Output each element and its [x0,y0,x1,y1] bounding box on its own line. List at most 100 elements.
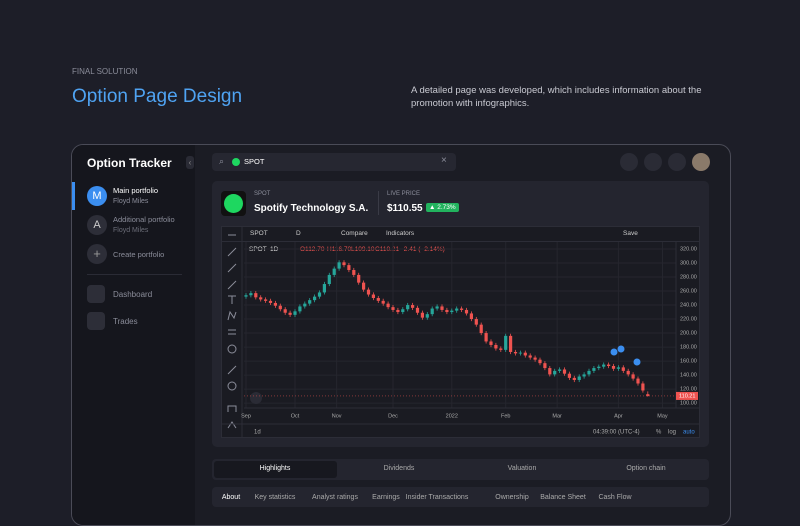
candle-body [464,309,469,314]
tool-icon[interactable] [228,329,236,335]
candle-body [401,309,405,313]
subtab[interactable]: Analyst ratings [312,494,358,501]
user-avatar[interactable] [692,153,710,171]
candle-body [641,383,645,391]
candle-body [626,370,630,375]
subtab[interactable]: Insider Transactions [405,494,469,501]
candle-body [352,270,356,275]
page: FINAL SOLUTION Option Page Design A deta… [71,67,731,526]
price-label: LIVE PRICE [387,191,421,197]
tool-icon[interactable] [227,344,237,354]
trades-icon[interactable] [87,312,105,330]
tool-icon[interactable] [227,247,237,257]
portfolio-name[interactable]: Additional portfolio [113,215,175,224]
range-button[interactable]: 1d [254,430,261,436]
subtab[interactable]: Balance Sheet [540,494,586,501]
tool-icon[interactable] [227,381,237,391]
y-tick-label: 200.00 [680,331,697,337]
toolbar-interval[interactable]: D [296,230,301,237]
toolbar-indicators[interactable]: Indicators [386,230,415,237]
candle-body [592,368,596,371]
theme-button[interactable] [620,153,638,171]
time-zone: 04:39:00 (UTC-4) [593,430,640,436]
candle-body [631,374,635,379]
percent-toggle[interactable]: % [656,430,662,436]
subtab[interactable]: Ownership [495,494,529,501]
price: $110.55 [387,203,423,214]
tab[interactable]: Dividends [383,465,415,472]
candle-body [254,293,258,298]
candle-body [391,307,395,310]
clear-button[interactable]: × [441,155,447,166]
tool-icon[interactable] [227,263,237,273]
y-tick-label: 220.00 [680,316,697,322]
tool-icon[interactable] [227,405,237,412]
subtab[interactable]: Earnings [372,494,400,501]
company-name: Spotify Technology S.A. [254,203,369,214]
candle-body [332,268,336,275]
create-icon[interactable]: + [87,244,107,264]
x-tick-label: May [657,413,668,419]
x-tick-label: Sep [241,413,251,419]
candle-body [298,306,302,312]
x-tick-label: Mar [552,413,562,419]
active-tab [214,461,337,478]
candle-body [425,314,429,318]
toolbar-save[interactable]: Save [623,230,638,237]
auto-toggle[interactable]: auto [683,430,695,436]
x-tick-label: Apr [614,413,623,419]
candle-body [469,313,473,320]
event-marker[interactable] [617,345,625,353]
search-bar[interactable] [212,153,456,171]
notify-button[interactable] [668,153,686,171]
tool-icon[interactable] [227,280,237,290]
candle-body [513,351,518,354]
candle-body [268,300,273,303]
candle-body [347,265,351,271]
y-tick-label: 140.00 [680,373,697,379]
collapse-button[interactable]: ‹ [186,156,194,169]
nav-item[interactable]: Dashboard [113,290,153,299]
candle-body [484,333,488,342]
candle-body [411,305,415,308]
event-marker[interactable] [610,348,618,356]
subtab[interactable]: Cash Flow [598,494,632,501]
tab[interactable]: Option chain [626,465,666,472]
tool-icon[interactable] [227,310,237,321]
search-text[interactable]: SPOT [244,157,265,166]
logo: Option Tracker [87,156,172,170]
y-tick-label: 260.00 [680,288,697,294]
subtab[interactable]: About [221,494,241,501]
portfolio-name[interactable]: Main portfolio [113,186,159,195]
candle-body [386,303,390,308]
portfolio-avatar[interactable]: M [87,186,107,206]
calendar-button[interactable] [644,153,662,171]
y-tick-label: 120.00 [680,387,697,393]
toolbar-symbol[interactable]: SPOT [250,230,268,237]
nav-item[interactable]: Trades [113,317,138,326]
candle-body [308,300,312,304]
toolbar-compare[interactable]: Compare [341,230,368,237]
candle-body [450,310,454,313]
candle-body [587,370,591,375]
subtab[interactable]: Key statistics [254,494,296,501]
portfolio-avatar[interactable]: A [87,215,107,235]
tool-icon[interactable] [227,365,237,375]
log-toggle[interactable]: log [668,430,676,436]
tool-icon[interactable] [227,421,237,429]
candle-body [327,274,331,285]
tab[interactable]: Valuation [507,465,537,472]
candle-body [553,370,557,375]
dashboard-icon[interactable] [87,285,105,303]
event-marker[interactable] [633,358,641,366]
tool-icon[interactable] [228,295,236,304]
candle-body [415,307,420,313]
candle-body [538,359,542,364]
x-tick-label: 2022 [446,413,458,419]
ticker: SPOT [254,191,271,197]
tab[interactable]: Highlights [259,465,291,472]
candle-body [249,293,253,296]
candle-body [479,324,483,334]
create-portfolio[interactable]: Create portfolio [113,250,165,259]
grid [244,242,676,408]
